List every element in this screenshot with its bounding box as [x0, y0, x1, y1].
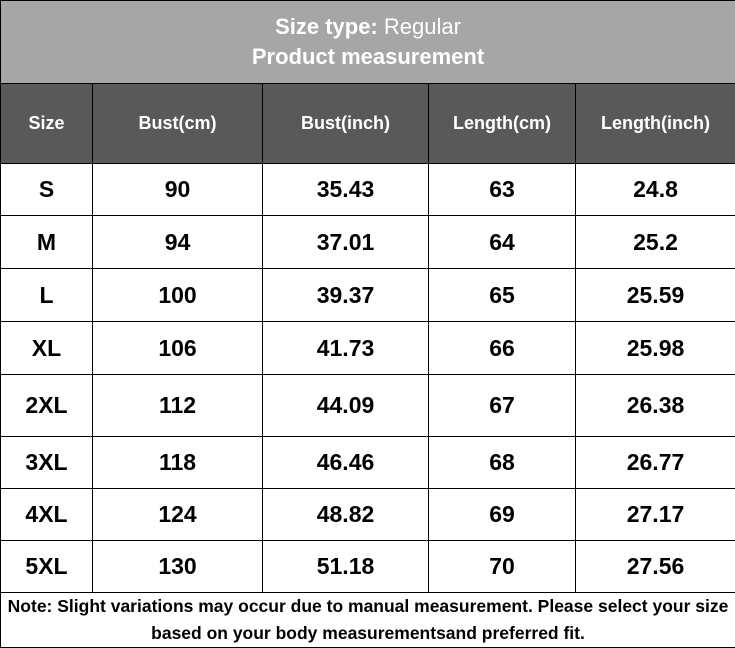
- value-cell: 68: [429, 437, 576, 489]
- column-header: Bust(cm): [93, 84, 263, 164]
- size-cell: S: [1, 164, 93, 216]
- value-cell: 37.01: [263, 216, 429, 269]
- value-cell: 63: [429, 164, 576, 216]
- value-cell: 27.17: [576, 489, 735, 541]
- note-row: Note: Slight variations may occur due to…: [1, 593, 735, 648]
- value-cell: 65: [429, 269, 576, 322]
- value-cell: 124: [93, 489, 263, 541]
- size-cell: 3XL: [1, 437, 93, 489]
- title-label: Size type:: [275, 14, 378, 39]
- column-header: Length(inch): [576, 84, 735, 164]
- title-block: Size type: Regular Product measurement: [1, 1, 735, 84]
- value-cell: 39.37: [263, 269, 429, 322]
- value-cell: 100: [93, 269, 263, 322]
- size-cell: 4XL: [1, 489, 93, 541]
- value-cell: 51.18: [263, 541, 429, 593]
- value-cell: 44.09: [263, 375, 429, 437]
- value-cell: 25.98: [576, 322, 735, 375]
- column-header: Size: [1, 84, 93, 164]
- value-cell: 106: [93, 322, 263, 375]
- value-cell: 48.82: [263, 489, 429, 541]
- value-cell: 24.8: [576, 164, 735, 216]
- value-cell: 25.59: [576, 269, 735, 322]
- value-cell: 66: [429, 322, 576, 375]
- note: Note: Slight variations may occur due to…: [1, 593, 735, 648]
- value-cell: 112: [93, 375, 263, 437]
- value-cell: 67: [429, 375, 576, 437]
- size-cell: 2XL: [1, 375, 93, 437]
- title-value: Regular: [384, 14, 461, 39]
- value-cell: 64: [429, 216, 576, 269]
- value-cell: 70: [429, 541, 576, 593]
- value-cell: 130: [93, 541, 263, 593]
- column-header: Bust(inch): [263, 84, 429, 164]
- value-cell: 41.73: [263, 322, 429, 375]
- size-cell: M: [1, 216, 93, 269]
- value-cell: 46.46: [263, 437, 429, 489]
- value-cell: 69: [429, 489, 576, 541]
- size-cell: L: [1, 269, 93, 322]
- value-cell: 118: [93, 437, 263, 489]
- size-cell: XL: [1, 322, 93, 375]
- title-row: Size type: Regular Product measurement: [1, 1, 735, 84]
- value-cell: 27.56: [576, 541, 735, 593]
- value-cell: 35.43: [263, 164, 429, 216]
- value-cell: 26.77: [576, 437, 735, 489]
- value-cell: 94: [93, 216, 263, 269]
- value-cell: 26.38: [576, 375, 735, 437]
- column-header: Length(cm): [429, 84, 576, 164]
- value-cell: 90: [93, 164, 263, 216]
- value-cell: 25.2: [576, 216, 735, 269]
- size-cell: 5XL: [1, 541, 93, 593]
- subtitle: Product measurement: [252, 44, 484, 69]
